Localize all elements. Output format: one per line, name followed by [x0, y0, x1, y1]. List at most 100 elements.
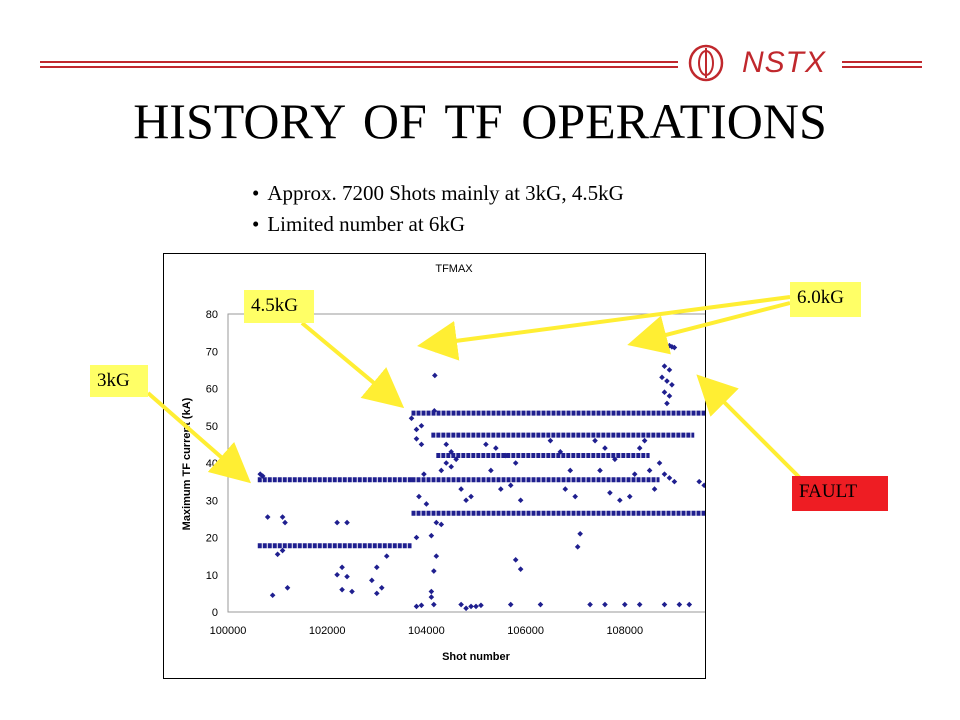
- data-point: [646, 467, 653, 474]
- data-point: [641, 437, 648, 444]
- data-point: [617, 497, 623, 504]
- data-point: [631, 471, 638, 477]
- data-point: [659, 374, 665, 381]
- data-point: [423, 501, 430, 507]
- data-point: [577, 530, 583, 537]
- header-line-right-bottom: [842, 66, 922, 68]
- data-point: [428, 532, 435, 539]
- data-point: [661, 389, 668, 396]
- x-tick-label: 100000: [210, 625, 247, 637]
- bullet-item: Limited number at 6kG: [252, 209, 624, 240]
- bullet-list: Approx. 7200 Shots mainly at 3kG, 4.5kG …: [252, 178, 624, 240]
- data-point: [574, 544, 581, 550]
- data-point: [587, 601, 593, 608]
- data-point: [334, 519, 340, 526]
- data-point: [661, 471, 668, 477]
- y-tick-label: 0: [212, 607, 218, 619]
- data-point: [562, 486, 569, 492]
- data-point: [433, 519, 440, 526]
- data-point: [418, 602, 425, 609]
- data-point: [676, 601, 683, 608]
- data-point: [443, 441, 450, 448]
- data-point: [438, 521, 445, 528]
- data-point: [592, 437, 598, 444]
- nstx-logo-icon: [688, 44, 724, 82]
- data-point: [666, 475, 673, 481]
- data-point: [612, 456, 618, 463]
- data-point: [498, 486, 504, 492]
- data-point: [666, 367, 673, 373]
- y-tick-label: 40: [206, 458, 218, 470]
- y-tick-label: 30: [206, 495, 218, 507]
- callout-6kg: 6.0kG: [790, 282, 861, 317]
- data-point: [666, 393, 673, 399]
- data-point: [428, 594, 435, 600]
- data-point: [334, 571, 340, 578]
- data-point: [421, 471, 427, 477]
- data-point: [284, 584, 291, 591]
- data-point: [413, 426, 420, 433]
- data-point: [433, 553, 440, 559]
- data-point: [458, 601, 464, 608]
- data-point: [607, 490, 613, 496]
- data-point: [378, 584, 385, 591]
- y-tick-label: 60: [206, 384, 218, 396]
- data-point: [418, 441, 425, 448]
- data-point: [664, 400, 670, 407]
- data-point: [438, 467, 445, 474]
- data-point: [448, 463, 454, 470]
- data-point: [383, 553, 390, 559]
- y-tick-label: 80: [206, 309, 218, 321]
- callout-4.5kg: 4.5kG: [244, 290, 314, 323]
- data-point: [413, 534, 420, 541]
- data-point: [602, 445, 608, 451]
- data-point: [696, 478, 702, 485]
- data-point: [478, 602, 484, 609]
- data-point: [374, 564, 380, 571]
- data-point: [279, 514, 286, 520]
- data-point: [344, 573, 350, 580]
- data-point: [656, 460, 663, 466]
- data-point: [458, 486, 464, 492]
- data-point: [572, 493, 578, 500]
- data-point: [431, 568, 437, 574]
- data-point: [517, 566, 524, 572]
- data-point: [567, 467, 574, 474]
- data-point: [493, 445, 499, 451]
- data-point: [428, 588, 435, 595]
- data-point: [453, 456, 459, 463]
- data-point: [413, 603, 420, 610]
- data-point: [463, 497, 469, 504]
- y-tick-label: 50: [206, 421, 218, 433]
- bullet-item: Approx. 7200 Shots mainly at 3kG, 4.5kG: [252, 178, 623, 209]
- data-point: [282, 519, 288, 526]
- data-point: [671, 478, 678, 485]
- data-point: [622, 601, 628, 608]
- data-point: [448, 449, 454, 455]
- data-point: [339, 586, 345, 593]
- data-point: [369, 577, 375, 584]
- arrow-fault: [696, 374, 802, 480]
- data-point: [661, 363, 668, 369]
- data-point: [413, 435, 420, 442]
- data-point: [257, 471, 264, 477]
- data-point: [443, 460, 450, 466]
- data-point: [636, 601, 643, 608]
- data-point: [463, 605, 469, 612]
- data-point: [374, 590, 380, 597]
- data-point: [408, 415, 415, 422]
- header-line-left-bottom: [40, 66, 678, 68]
- data-point: [468, 493, 474, 500]
- x-tick-label: 104000: [408, 625, 445, 637]
- data-point: [686, 601, 693, 608]
- data-point: [488, 467, 494, 474]
- data-point: [432, 372, 438, 379]
- data-point: [349, 588, 355, 595]
- data-point: [626, 493, 633, 500]
- x-tick-label: 106000: [507, 625, 544, 637]
- data-point: [597, 467, 603, 474]
- brand-logo-text: NSTX: [742, 46, 827, 79]
- data-point: [431, 601, 437, 608]
- data-point: [416, 493, 422, 500]
- callout-3kg: 3kG: [90, 365, 148, 397]
